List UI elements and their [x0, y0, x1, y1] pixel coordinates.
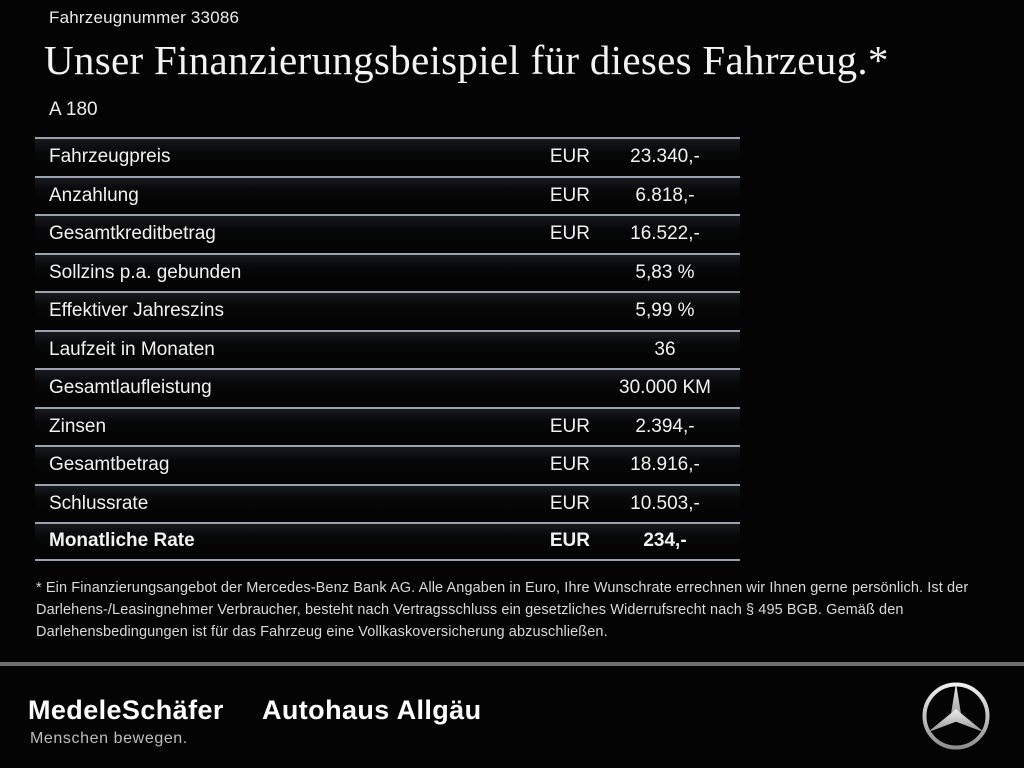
- row-currency: EUR: [549, 415, 590, 437]
- row-value: 234,-: [643, 530, 687, 552]
- row-currency: EUR: [549, 454, 590, 476]
- row-label: Gesamtbetrag: [49, 454, 170, 476]
- table-row: Gesamtlaufleistung 30.000 KM: [35, 368, 740, 407]
- row-label: Sollzins p.a. gebunden: [49, 261, 242, 283]
- table-row: Anzahlung EUR 6.818,-: [35, 175, 740, 214]
- row-label: Laufzeit in Monaten: [49, 338, 215, 360]
- table-row: Zinsen EUR 2.394,-: [35, 406, 740, 445]
- row-value: 6.818,-: [635, 184, 695, 206]
- table-row: Gesamtbetrag EUR 18.916,-: [35, 445, 740, 484]
- dealer-logo-autohaus-allgaeu: Autohaus Allgäu: [262, 695, 482, 725]
- row-label: Effektiver Jahreszins: [49, 300, 224, 322]
- row-label: Fahrzeugpreis: [49, 146, 171, 168]
- row-label: Gesamtkreditbetrag: [49, 223, 216, 245]
- row-label: Zinsen: [49, 415, 107, 437]
- row-currency: EUR: [549, 146, 590, 168]
- vehicle-number: Fahrzeugnummer 33086: [49, 8, 240, 27]
- row-label: Monatliche Rate: [49, 530, 195, 552]
- row-label: Anzahlung: [49, 184, 139, 206]
- row-value: 10.503,-: [630, 492, 700, 514]
- row-value: 5,99 %: [635, 300, 695, 322]
- table-row: Fahrzeugpreis EUR 23.340,-: [35, 137, 740, 176]
- row-value: 2.394,-: [635, 415, 695, 437]
- row-currency: EUR: [549, 530, 590, 552]
- row-value: 5,83 %: [635, 261, 695, 283]
- footer-divider: [0, 662, 1024, 666]
- row-label: Schlussrate: [49, 492, 149, 514]
- dealer-tagline: Menschen bewegen.: [30, 730, 188, 747]
- dealer-logo-medele-schaefer: MedeleSchäfer: [28, 695, 224, 725]
- table-row: Monatliche Rate EUR 234,-: [35, 522, 740, 561]
- table-row: Effektiver Jahreszins 5,99 %: [35, 291, 740, 330]
- table-row: Gesamtkreditbetrag EUR 16.522,-: [35, 214, 740, 253]
- row-value: 23.340,-: [630, 146, 700, 168]
- row-currency: EUR: [549, 223, 590, 245]
- row-value: 18.916,-: [630, 454, 700, 476]
- row-value: 30.000 KM: [619, 377, 711, 399]
- row-currency: EUR: [549, 492, 590, 514]
- financing-table: Fahrzeugpreis EUR 23.340,- Anzahlung EUR…: [35, 137, 740, 561]
- row-label: Gesamtlaufleistung: [49, 377, 212, 399]
- row-value: 16.522,-: [630, 223, 700, 245]
- footnote: * Ein Finanzierungsangebot der Mercedes-…: [36, 580, 969, 641]
- table-row: Laufzeit in Monaten 36: [35, 329, 740, 368]
- row-value: 36: [654, 338, 676, 360]
- table-row: Sollzins p.a. gebunden 5,83 %: [35, 252, 740, 291]
- mercedes-star-icon: [922, 682, 990, 750]
- table-row: Schlussrate EUR 10.503,-: [35, 483, 740, 522]
- page-title: Unser Finanzierungsbeispiel für dieses F…: [44, 37, 889, 83]
- model-name: A 180: [49, 99, 98, 120]
- row-currency: EUR: [549, 184, 590, 206]
